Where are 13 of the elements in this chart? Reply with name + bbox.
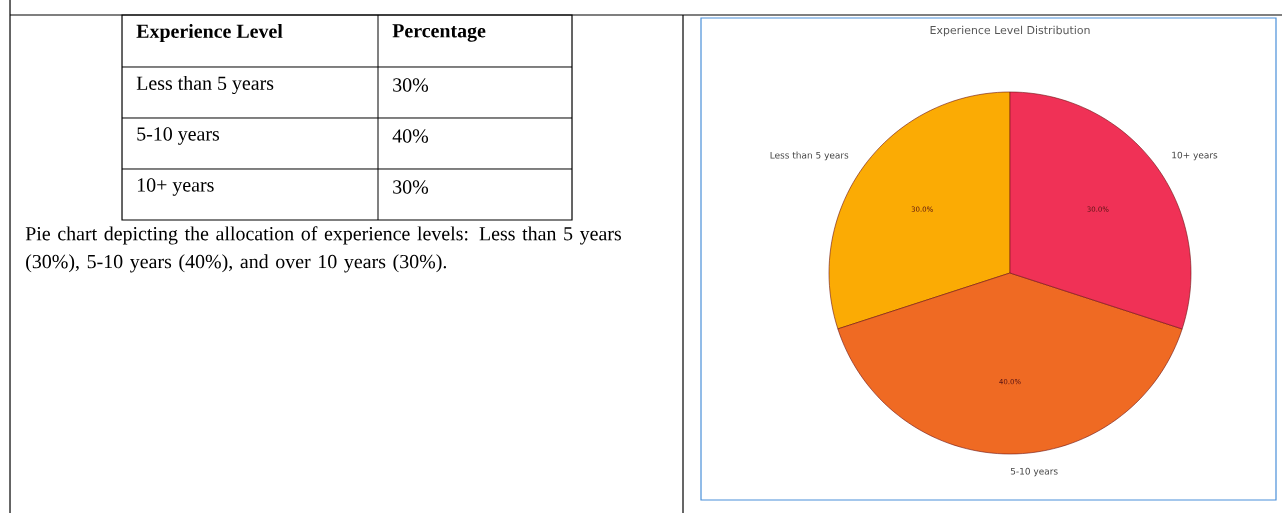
text: Percentage [392, 24, 486, 42]
slice-label: 10+ years [1172, 151, 1218, 161]
chart-title: Experience Level Distribution [930, 25, 1090, 37]
text: 5-10 years [137, 127, 220, 145]
text: Pie chart depicting the allocation of experience levels: Less than 5 years (30%), 5-10 years (40%), and over 10 years (30%). [25, 226, 621, 273]
text: 30% [393, 180, 429, 194]
slice-label: Less than 5 years [770, 151, 849, 161]
text: Less than 5 years [136, 75, 274, 95]
slice-label: 5-10 years [1010, 467, 1058, 477]
text: Experience Level [136, 23, 283, 43]
text: 10+ years [137, 178, 214, 196]
text: 30% [393, 78, 429, 92]
text: 40% [392, 129, 429, 143]
